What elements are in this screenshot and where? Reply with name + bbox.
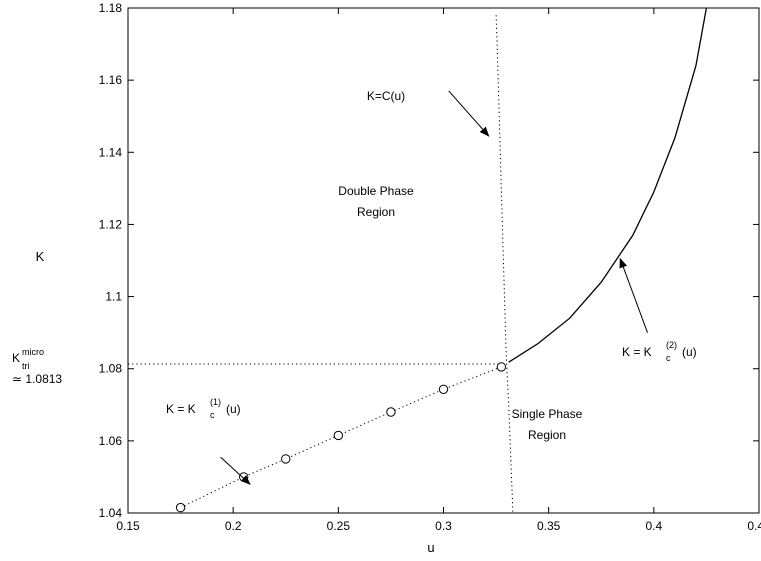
svg-text:tri: tri [22,361,30,371]
svg-text:(u): (u) [226,402,241,416]
svg-text:K = K: K = K [166,402,196,416]
data-point-k-c1 [281,454,291,464]
series-line-k-c2 [508,7,708,363]
x-tick-label: 0.45 [747,519,761,533]
y-tick-label: 1.16 [99,73,123,87]
arrow-k-c-of-u [448,90,490,137]
annotation-k-c1: K = K (1) c (u) [166,397,241,420]
data-point-k-c1 [386,407,396,417]
svg-text:Region: Region [528,428,566,442]
svg-text:Single Phase: Single Phase [512,407,583,421]
x-tick-label: 0.25 [327,519,351,533]
data-point-k-c1 [238,472,249,482]
x-axis-label: u [427,540,434,555]
plot-border [127,7,760,514]
annotation-double-phase: Double Phase Region [338,184,414,219]
arrow-k-c1 [220,456,251,485]
k-tri-value: ≃ 1.0813 [12,372,62,386]
y-tick-label: 1.1 [105,290,122,304]
y-tick-label: 1.04 [99,506,123,520]
svg-text:(u): (u) [682,345,697,359]
axis-ticks: 0.15 0.2 0.25 0.3 0.35 0.4 0.45 1.04 1.06 1.08 1.1… [99,1,761,533]
annotation-single-phase: Single Phase Region [512,407,583,442]
svg-text:(1): (1) [210,397,221,407]
data-point-k-c1 [438,384,449,394]
y-tick-label: 1.08 [99,362,123,376]
svg-text:(2): (2) [666,340,677,350]
axes-frame [127,7,760,514]
svg-text:K: K [12,351,20,365]
y-tick-label: 1.18 [99,1,123,15]
arrow-k-c2 [619,257,648,333]
annotation-k-c-of-u: K=C(u) [367,89,405,103]
x-tick-label: 0.2 [225,519,242,533]
y-tick-label: 1.12 [99,217,123,231]
y-axis-label: K [36,249,45,264]
x-tick-label: 0.3 [435,519,452,533]
series-line-k-c-of-u [495,15,514,514]
svg-text:c: c [666,353,671,363]
x-tick-label: 0.35 [537,519,561,533]
series-layer [128,7,708,514]
x-tick-label: 0.15 [116,519,140,533]
svg-text:Double Phase: Double Phase [338,184,414,198]
data-point-k-c1 [175,502,186,513]
annotation-k-c2: K = K (2) c (u) [622,340,697,363]
svg-text:Region: Region [357,205,395,219]
svg-text:c: c [210,410,215,420]
svg-text:K=C(u): K=C(u) [367,89,405,103]
data-point-k-c1 [496,362,507,372]
x-tick-label: 0.4 [645,519,662,533]
svg-text:K = K: K = K [622,345,652,359]
annotation-layer [220,90,648,485]
y-tick-label: 1.14 [99,145,123,159]
y-tick-label: 1.06 [99,434,123,448]
k-tri-label: K micro tri ≃ 1.0813 [12,347,62,386]
svg-text:micro: micro [22,347,44,357]
data-point-k-c1 [333,430,344,441]
